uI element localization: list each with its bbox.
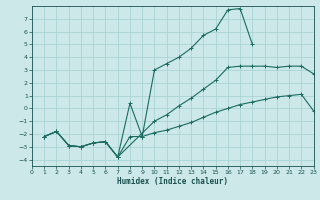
X-axis label: Humidex (Indice chaleur): Humidex (Indice chaleur)	[117, 177, 228, 186]
